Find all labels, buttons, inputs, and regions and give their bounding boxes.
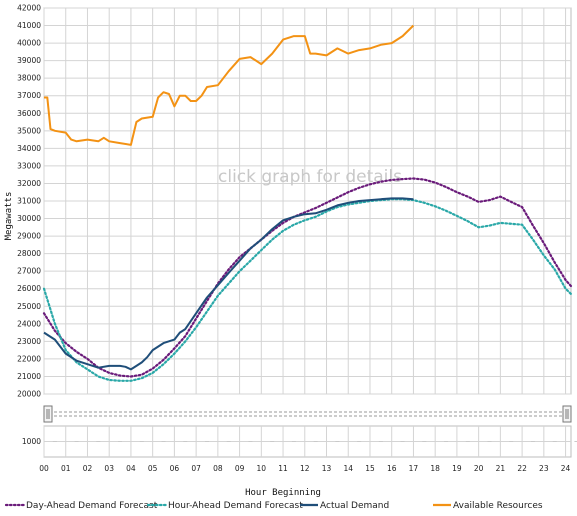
scrollbar-right-handle[interactable] xyxy=(562,405,572,423)
sub-plot-grid: 1000 xyxy=(22,425,577,458)
x-axis-tick-labels: 00 01 02 03 04 05 06 07 08 09 10 11 12 13 14 15 16 17 18 19… xyxy=(39,464,570,473)
series-line-1 xyxy=(42,177,573,378)
x-tick-label: 23 xyxy=(539,464,549,473)
x-tick-label: 15 xyxy=(365,464,375,473)
x-tick-label: 21 xyxy=(496,464,506,473)
legend-label-3: Actual Demand xyxy=(320,501,389,511)
x-tick-label: 17 xyxy=(409,464,419,473)
y-tick-label: 30000 xyxy=(17,214,41,223)
y-tick-label: 40000 xyxy=(17,39,41,48)
y-tick-label: 42000 xyxy=(17,4,41,13)
time-range-scrollbar[interactable] xyxy=(43,405,572,423)
x-tick-label: 12 xyxy=(300,464,310,473)
sub-y-tick-label: 1000 xyxy=(22,437,41,446)
x-tick-label: 03 xyxy=(104,464,114,473)
x-tick-label: 04 xyxy=(126,464,136,473)
x-tick-label: 08 xyxy=(213,464,223,473)
x-tick-label: 19 xyxy=(452,464,462,473)
x-tick-label: 06 xyxy=(170,464,180,473)
y-tick-label: 41000 xyxy=(17,21,41,30)
legend-label-1: Day-Ahead Demand Forecast xyxy=(26,501,158,511)
x-tick-label: 16 xyxy=(387,464,397,473)
y-tick-label: 26000 xyxy=(17,284,41,293)
y-tick-label: 27000 xyxy=(17,267,41,276)
x-tick-label: 14 xyxy=(343,464,353,473)
y-tick-label: 24000 xyxy=(17,319,41,328)
y-tick-label: 35000 xyxy=(17,126,41,135)
y-tick-label: 33000 xyxy=(17,161,41,170)
main-plot-grid xyxy=(43,7,572,395)
x-tick-label: 01 xyxy=(61,464,71,473)
x-tick-label: 24 xyxy=(561,464,571,473)
x-tick-label: 07 xyxy=(191,464,201,473)
legend: Day-Ahead Demand Forecast Hour-Ahead Dema… xyxy=(4,501,543,511)
y-tick-label: 31000 xyxy=(17,197,41,206)
series-line-4 xyxy=(44,24,415,146)
y-tick-label: 21000 xyxy=(17,372,41,381)
y-tick-label: 20000 xyxy=(17,390,41,399)
x-tick-label: 18 xyxy=(430,464,440,473)
x-tick-label: 10 xyxy=(257,464,267,473)
x-tick-label: 22 xyxy=(517,464,527,473)
y-tick-label: 37000 xyxy=(17,91,41,100)
y-axis-tick-labels: 20000 21000 22000 23000 24000 25000 26000 27000… xyxy=(17,4,41,399)
y-tick-label: 29000 xyxy=(17,232,41,241)
series-layer xyxy=(42,24,573,382)
y-tick-label: 36000 xyxy=(17,109,41,118)
legend-label-2: Hour-Ahead Demand Forecast xyxy=(168,501,303,511)
scrollbar-left-handle[interactable] xyxy=(43,405,53,423)
x-tick-label: 13 xyxy=(322,464,332,473)
x-tick-label: 00 xyxy=(39,464,49,473)
series-line-2 xyxy=(42,198,573,382)
y-tick-label: 32000 xyxy=(17,179,41,188)
y-tick-label: 34000 xyxy=(17,144,41,153)
series-line-3 xyxy=(43,197,414,371)
y-tick-label: 22000 xyxy=(17,354,41,363)
x-tick-label: 11 xyxy=(278,464,288,473)
x-tick-label: 20 xyxy=(474,464,484,473)
legend-label-4: Available Resources xyxy=(453,501,543,511)
y-tick-label: 39000 xyxy=(17,56,41,65)
y-axis-title: Megawatts xyxy=(4,192,14,241)
y-tick-label: 25000 xyxy=(17,302,41,311)
x-axis-title: Hour Beginning xyxy=(245,488,321,498)
x-tick-label: 02 xyxy=(83,464,93,473)
y-tick-label: 23000 xyxy=(17,337,41,346)
x-tick-label: 05 xyxy=(148,464,158,473)
x-tick-label: 09 xyxy=(235,464,245,473)
y-tick-label: 38000 xyxy=(17,74,41,83)
watermark-text: click graph for details xyxy=(218,167,402,187)
y-tick-label: 28000 xyxy=(17,249,41,258)
